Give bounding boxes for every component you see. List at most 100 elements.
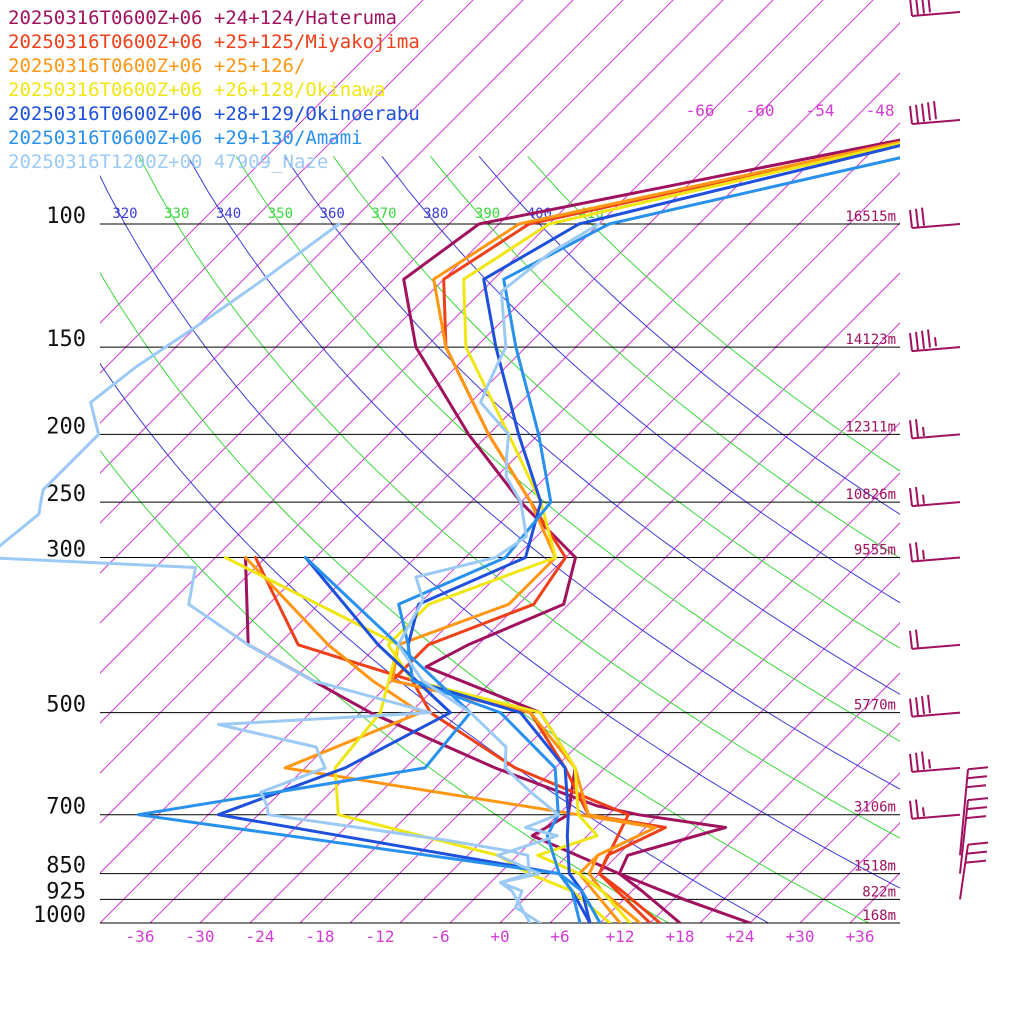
series-temperature-line [386,142,900,923]
height-label: 14123m [845,332,896,348]
wind-barb [909,629,961,650]
isotherm-line [649,672,900,923]
pressure-tick-label: 700 [46,795,86,820]
dry-adiabat-line [478,155,900,515]
wind-barbs [909,0,989,900]
pressure-tick-label: 1000 [33,903,86,928]
legend-entry: 20250316T0600Z+06 +29+130/Amami [8,127,363,149]
temperature-tick-label: -36 [126,927,155,946]
temperature-tick-label: +0 [490,927,509,946]
isobar-lines [100,223,900,924]
legend-entry: 20250316T0600Z+06 +25+125/Miyakojima [8,31,420,53]
wind-barb [909,101,961,125]
dry-adiabat-line [138,156,900,839]
dry-adiabat-line [284,156,900,695]
temperature-tick-label: +12 [606,927,635,946]
dry-adiabat-line [100,362,769,923]
dry-adiabat-line [235,156,900,742]
series-temperature-line [397,156,900,923]
wind-barb [909,207,961,229]
sounding-series [0,138,900,923]
dry-adiabat-line [100,174,900,889]
wind-barb [909,799,961,820]
height-labels: 16515m 14123m 12311m 10826m 9555m 5770m 3106m 1… [845,209,896,924]
legend-entry: 20250316T0600Z+06 +25+126/ [8,55,305,77]
wind-barb [909,419,961,440]
height-label: 9555m [854,543,896,559]
pressure-tick-label: 200 [46,414,86,439]
theta-label: 350 [268,206,293,222]
theta-label: 320 [112,206,137,222]
height-label: 1518m [854,859,896,875]
temperature-tick-label: -6 [430,927,449,946]
isotherm-line [899,922,900,923]
height-label: 822m [862,884,896,900]
temperature-tick-label: -18 [306,927,335,946]
isotherm-line [549,572,900,923]
theta-label: 380 [423,206,448,222]
temperature-tick-label: -12 [366,927,395,946]
series-temperature-line [402,138,900,923]
pressure-tick-label: 925 [46,879,86,904]
legend-entry: 20250316T1200Z+00 47909_Naze [8,151,328,173]
pressure-tick-label: 500 [46,693,86,718]
temperature-axis-labels: -36 -30 -24 -18 -12 -6 +0 +6 +12 +18 +24 +30 +36 [126,927,875,946]
wind-barb [909,542,961,563]
pressure-tick-label: 150 [46,327,86,352]
series-temperature-line [390,140,900,923]
legend-entry: 20250316T0600Z+06 +24+124/Hateruma [8,7,397,29]
series-dewpoint-line [244,556,727,923]
legend-entry: 20250316T0600Z+06 +28+129/Okinoerabu [8,103,420,125]
series-temperature-line [390,141,900,923]
temperature-tick-label: +30 [786,927,815,946]
dry-adiabat-lines [100,155,900,923]
isotherm-line [849,872,900,923]
series-dewpoint-line [224,556,612,923]
height-label: 12311m [845,419,896,435]
theta-label: 360 [320,206,345,222]
temperature-tick-label: -24 [246,927,275,946]
isotherm-line [349,372,900,923]
series-dewpoint-line [244,556,657,923]
temperature-tick-label: +36 [846,927,875,946]
wind-barb [909,751,961,773]
legend: 20250316T0600Z+06 +24+124/Hateruma202503… [8,7,420,173]
theta-label: 370 [371,206,396,222]
dry-adiabat-line [381,155,900,604]
pressure-tick-label: 250 [46,482,86,507]
wind-barb [959,797,989,874]
pressure-tick-label: 300 [46,538,86,563]
upper-isotherm-label: -48 [866,101,895,120]
temperature-tick-label: -30 [186,927,215,946]
height-label: 168m [862,908,896,924]
dry-adiabat-line [187,156,900,790]
theta-label: 390 [475,206,500,222]
temperature-tick-label: +6 [550,927,569,946]
height-label: 16515m [845,209,896,225]
dry-adiabat-line [100,449,669,923]
upper-isotherm-label: -54 [806,101,835,120]
series-temperature-line [406,144,900,923]
wind-barb [909,329,961,353]
upper-isotherm-labels: -66 -60 -54 -48 [686,101,895,120]
isotherm-line [799,822,900,923]
isotherm-line [249,272,900,923]
temperature-tick-label: +18 [666,927,695,946]
legend-entry: 20250316T0600Z+06 +26+128/Okinawa [8,79,386,101]
temperature-tick-label: +24 [726,927,755,946]
wind-barb [959,766,989,856]
wind-barb [959,841,989,900]
isotherm-line [100,0,474,374]
isotherm-line [699,722,900,923]
upper-isotherm-label: -60 [746,101,775,120]
theta-label: 330 [164,206,189,222]
theta-label: 340 [216,206,241,222]
pressure-tick-label: 100 [46,204,86,229]
wind-barb [909,486,961,508]
height-label: 5770m [854,698,896,714]
upper-isotherm-label: -66 [686,101,715,120]
height-label: 3106m [854,800,896,816]
isotherm-line [749,772,900,923]
